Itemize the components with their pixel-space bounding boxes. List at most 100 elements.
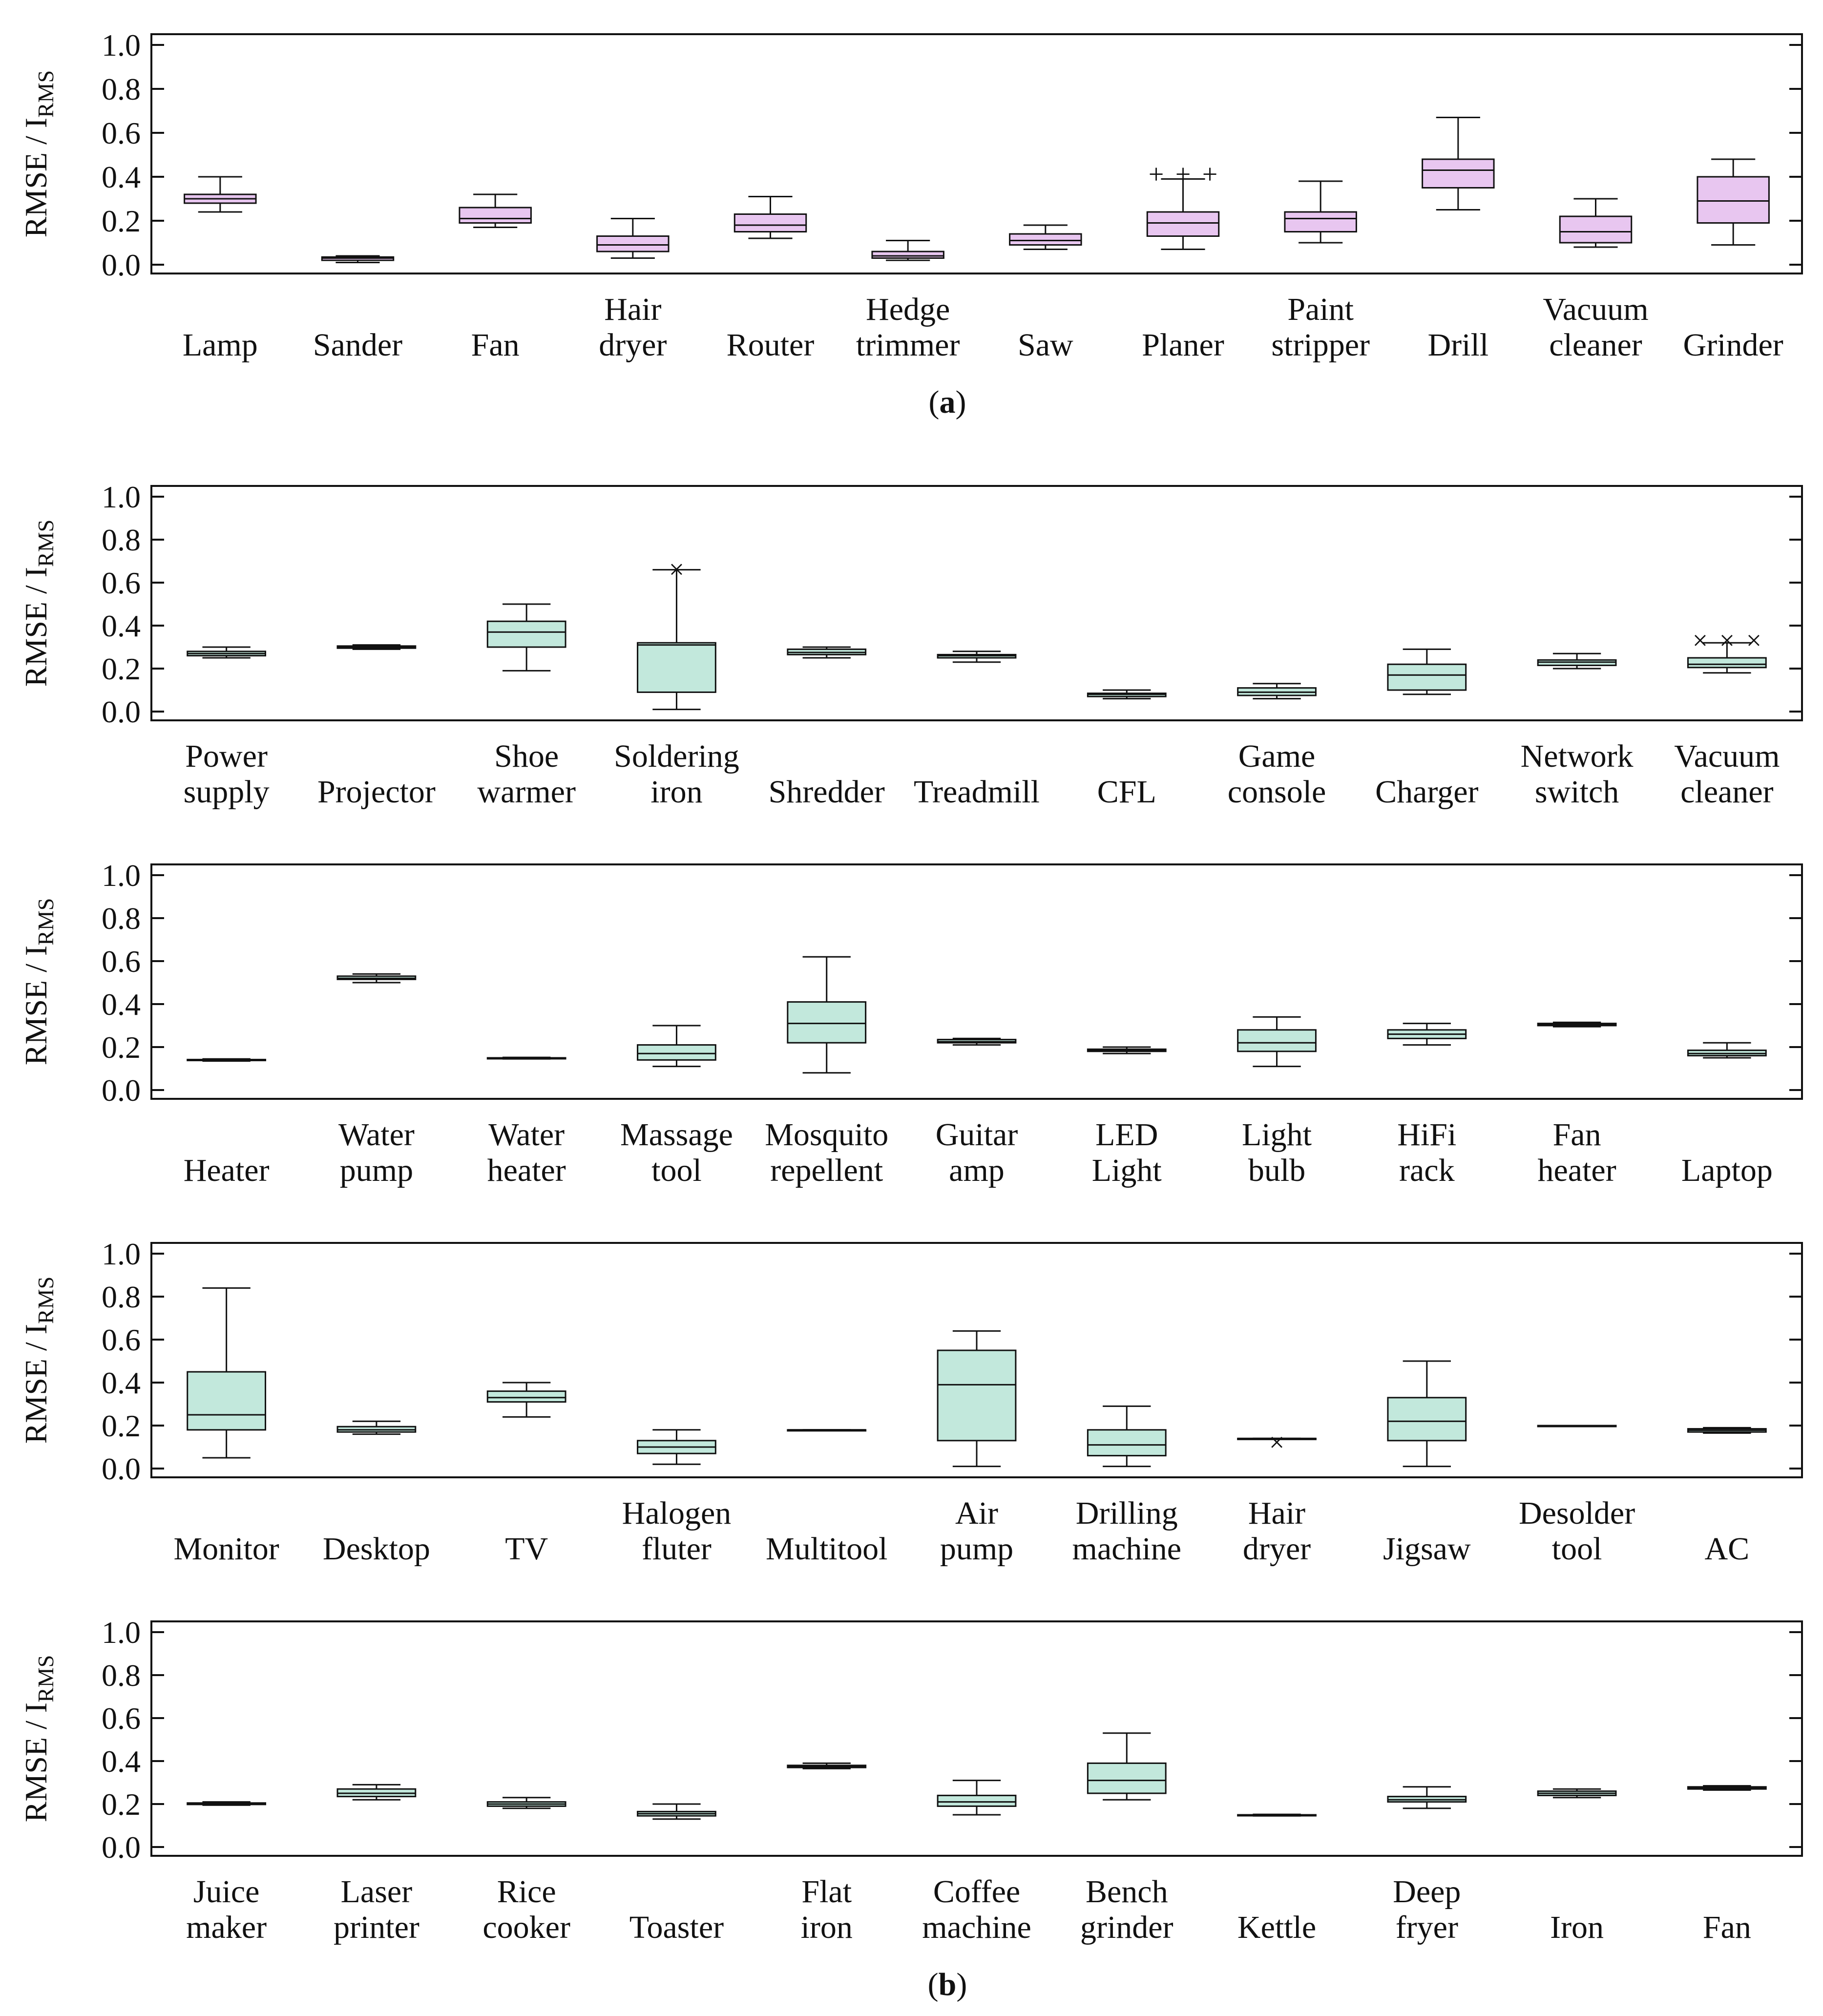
category-label: Game — [1238, 738, 1316, 774]
box-projector — [336, 644, 417, 650]
y-axis-label-main: RMSE / I — [19, 567, 53, 687]
y-tick-label: 0.2 — [102, 1408, 141, 1443]
box-iqr — [187, 1371, 267, 1431]
y-tick-label: 1.0 — [102, 1615, 141, 1650]
box-iqr — [787, 1001, 867, 1044]
y-tick-label: 0.8 — [102, 1658, 141, 1693]
category-label: Water — [338, 1117, 415, 1153]
box-iqr — [1237, 1029, 1317, 1052]
box-iqr — [1559, 215, 1633, 244]
y-tick-label: 1.0 — [102, 858, 141, 893]
category-label: cooker — [482, 1910, 570, 1945]
box-kettle — [1237, 1813, 1317, 1817]
box-iqr — [937, 1794, 1017, 1807]
box-iqr — [733, 213, 807, 232]
category-label: Hair — [604, 292, 661, 327]
box-rice-cooker — [486, 1797, 566, 1809]
chart-panel-b-1: 0.0 0.2 0.4 0.6 0.8 1.0 RMSE / IRMS Powersupply… — [19, 480, 1803, 810]
box-led-light — [1087, 1046, 1167, 1054]
box-charger — [1387, 648, 1467, 695]
y-tick-label: 0.0 — [102, 1830, 141, 1865]
category-label: Projector — [317, 774, 436, 810]
y-tick-label: 0.8 — [102, 1280, 141, 1314]
category-label: Planer — [1142, 327, 1224, 363]
category-label: machine — [922, 1910, 1031, 1945]
category-label: Air — [955, 1495, 998, 1531]
plot-frame — [150, 863, 1803, 1100]
y-axis-label: RMSE / IRMS — [19, 1277, 58, 1444]
box-iqr — [1087, 1429, 1167, 1457]
box-iqr — [596, 235, 670, 252]
y-axis-label: RMSE / IRMS — [19, 70, 58, 238]
box-game-console — [1237, 683, 1317, 700]
y-tick-label: 0.6 — [102, 566, 141, 600]
box-iqr — [637, 642, 716, 693]
box-iqr — [1146, 211, 1220, 237]
category-label: Vacuum — [1543, 292, 1648, 327]
outlier-marker: + — [1149, 160, 1164, 190]
box-deep-fryer — [1387, 1786, 1467, 1809]
category-label: Light — [1092, 1153, 1162, 1188]
box-paint-stripper — [1284, 180, 1357, 244]
y-tick-label: 0.6 — [102, 1323, 141, 1357]
category-label: trimmer — [856, 327, 960, 363]
category-label: bulb — [1248, 1153, 1305, 1188]
category-label: Bench — [1086, 1874, 1168, 1910]
panel-caption-letter: b — [939, 1967, 957, 2002]
category-label: Iron — [1550, 1910, 1604, 1945]
y-tick-label: 0.6 — [102, 116, 141, 150]
box-toaster — [637, 1803, 716, 1820]
category-label: supply — [184, 774, 270, 810]
y-tick-label: 0.4 — [102, 160, 141, 194]
box-lamp — [184, 176, 257, 213]
box-drilling-machine — [1087, 1405, 1167, 1468]
box-iqr — [1387, 1397, 1467, 1442]
y-tick-label: 0.4 — [102, 1365, 141, 1400]
box-juice-maker — [187, 1801, 267, 1806]
box-water-pump — [336, 973, 417, 984]
box-tv — [486, 1382, 566, 1418]
box-massage-tool — [637, 1025, 716, 1068]
category-label: Monitor — [173, 1531, 279, 1567]
category-label: rack — [1399, 1153, 1455, 1188]
category-label: Hair — [1248, 1495, 1305, 1531]
plot-frame — [150, 33, 1803, 274]
y-tick-label: 0.0 — [102, 1073, 141, 1108]
category-label: maker — [186, 1910, 267, 1945]
category-label: AC — [1705, 1531, 1750, 1567]
category-label: Toaster — [629, 1910, 724, 1945]
box-guitar-amp — [937, 1037, 1017, 1046]
category-label: Laptop — [1681, 1153, 1773, 1188]
y-tick-label: 0.2 — [102, 1030, 141, 1065]
category-label: Jigsaw — [1383, 1531, 1471, 1567]
box-hifi-rack — [1387, 1023, 1467, 1046]
y-tick-label: 0.0 — [102, 248, 141, 282]
category-label: cleaner — [1680, 774, 1774, 810]
panel-caption: (a) — [929, 384, 966, 420]
category-label: Multitool — [766, 1531, 887, 1567]
category-label: Shredder — [769, 774, 885, 810]
box-shoe-warmer — [486, 603, 566, 672]
category-label: pump — [940, 1531, 1013, 1567]
box-fan — [1687, 1785, 1767, 1791]
outlier-marker: × — [669, 555, 685, 585]
category-label: CFL — [1097, 774, 1156, 810]
category-label: Mosquito — [765, 1117, 888, 1153]
box-iqr — [1009, 233, 1082, 246]
box-network-switch — [1537, 652, 1617, 670]
y-axis-label: RMSE / IRMS — [19, 898, 58, 1066]
category-label: fryer — [1396, 1910, 1458, 1945]
box-hedge-trimmer — [871, 240, 944, 261]
category-label: Saw — [1018, 327, 1073, 363]
panel-caption-letter: a — [940, 384, 956, 420]
y-axis-label-main: RMSE / I — [19, 1702, 53, 1822]
category-label: Rice — [497, 1874, 556, 1910]
category-label: warmer — [477, 774, 576, 810]
category-label: Drilling — [1076, 1495, 1178, 1531]
box-vacuum-cleaner — [1559, 198, 1633, 248]
box-jigsaw — [1387, 1360, 1467, 1468]
y-tick-label: 0.0 — [102, 694, 141, 729]
box-monitor — [187, 1287, 267, 1459]
category-label: Power — [185, 738, 268, 774]
category-label: Guitar — [936, 1117, 1018, 1153]
